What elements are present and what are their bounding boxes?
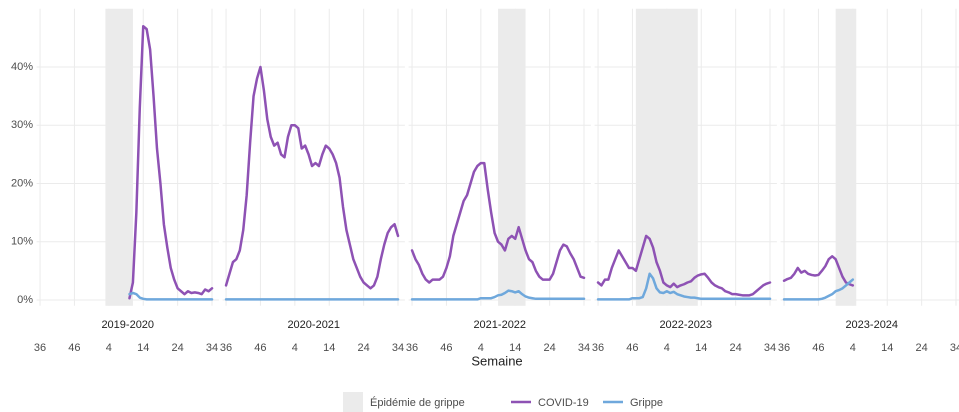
x-tick-label: 4 <box>850 342 856 354</box>
legend-label: Grippe <box>630 397 663 409</box>
epidemic-band <box>498 8 526 306</box>
x-tick-label: 4 <box>292 342 298 354</box>
x-tick-label: 36 <box>778 342 790 354</box>
x-axis-title: Semaine <box>471 353 522 368</box>
x-tick-label: 24 <box>915 342 927 354</box>
series-line <box>596 272 772 301</box>
x-tick-label: 34 <box>206 342 218 354</box>
y-tick-label: 30% <box>11 119 33 131</box>
legend-band-swatch <box>343 392 363 412</box>
x-tick-label: 36 <box>220 342 232 354</box>
x-tick-label: 46 <box>440 342 452 354</box>
x-tick-label: 34 <box>392 342 404 354</box>
x-tick-label: 14 <box>881 342 893 354</box>
x-tick-label: 46 <box>254 342 266 354</box>
x-tick-label: 4 <box>478 342 484 354</box>
x-tick-label: 24 <box>171 342 183 354</box>
series-line <box>782 278 855 301</box>
x-tick-label: 24 <box>729 342 741 354</box>
series-line <box>128 24 214 300</box>
y-tick-label: 40% <box>11 61 33 73</box>
series-line <box>128 291 214 301</box>
x-tick-label: 4 <box>106 342 112 354</box>
x-tick-label: 14 <box>695 342 707 354</box>
x-tick-label: 36 <box>34 342 46 354</box>
x-tick-label: 36 <box>592 342 604 354</box>
y-tick-label: 10% <box>11 236 33 248</box>
y-tick-label: 20% <box>11 177 33 189</box>
epidemic-band <box>105 8 133 306</box>
y-tick-label: 0% <box>17 294 33 306</box>
x-tick-label: 34 <box>764 342 776 354</box>
x-tick-label: 14 <box>137 342 149 354</box>
x-tick-label: 46 <box>626 342 638 354</box>
epidemic-band <box>835 8 857 306</box>
x-tick-label: 24 <box>543 342 555 354</box>
legend-label: COVID-19 <box>538 397 589 409</box>
x-tick-label: 34 <box>950 342 959 354</box>
x-tick-label: 14 <box>509 342 521 354</box>
facet-title: 2020-2021 <box>287 319 340 331</box>
series-line <box>596 234 772 297</box>
x-tick-label: 24 <box>357 342 369 354</box>
facet-title: 2021-2022 <box>473 319 526 331</box>
facet-title: 2022-2023 <box>659 319 712 331</box>
x-tick-label: 46 <box>68 342 80 354</box>
x-tick-label: 14 <box>323 342 335 354</box>
x-tick-label: 34 <box>578 342 590 354</box>
x-tick-label: 4 <box>664 342 670 354</box>
x-tick-label: 36 <box>406 342 418 354</box>
series-line <box>410 161 586 284</box>
series-line <box>782 255 855 287</box>
x-tick-label: 46 <box>812 342 824 354</box>
facet-title: 2019-2020 <box>101 319 154 331</box>
series-line <box>224 65 400 290</box>
facet-title: 2023-2024 <box>845 319 898 331</box>
legend-label: Épidémie de grippe <box>370 396 465 409</box>
series-line <box>410 289 586 301</box>
